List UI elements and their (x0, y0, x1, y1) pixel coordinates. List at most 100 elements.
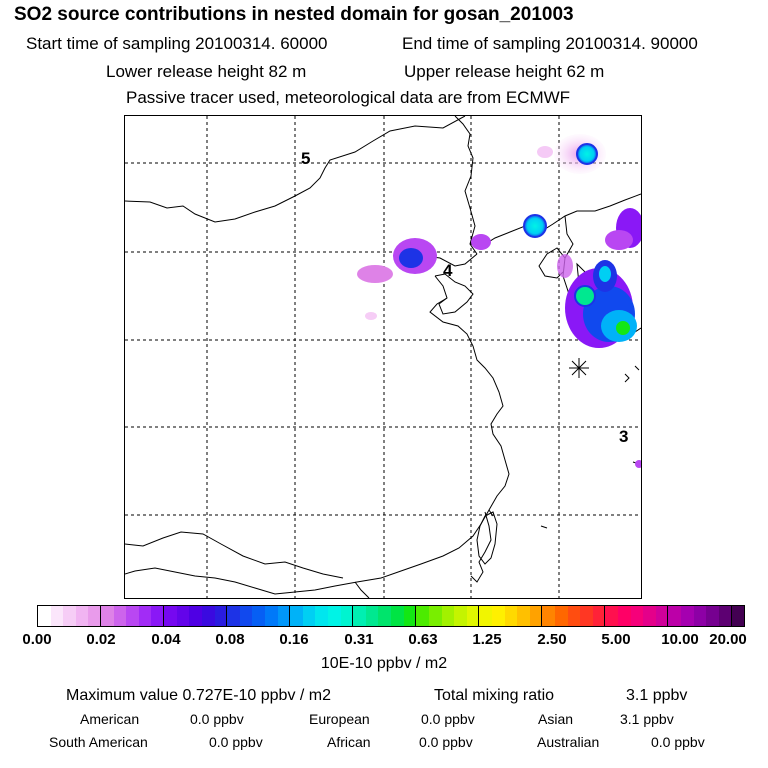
map-panel: 5 4 3 (124, 115, 644, 599)
colorbar-segment (227, 606, 240, 626)
colorbar-segment (353, 606, 366, 626)
african-value: 0.0 ppbv (419, 734, 473, 750)
colorbar-segment (580, 606, 593, 626)
colorbar-segment (731, 606, 745, 626)
colorbar-segment (529, 606, 543, 626)
small-islands (540, 365, 640, 529)
max-value-text: Maximum value 0.727E-10 ppbv / m2 (66, 687, 332, 704)
tick-label: 0.00 (22, 631, 52, 648)
tick-label: 0.16 (279, 631, 309, 648)
tick-label: 0.08 (215, 631, 245, 648)
colorbar-segment (655, 606, 669, 626)
tick-label: 5.00 (601, 631, 631, 648)
australian-value: 0.0 ppbv (651, 734, 705, 750)
colorbar-segment (315, 606, 329, 626)
colorbar-segment (479, 606, 492, 626)
colorbar-segment (441, 606, 455, 626)
asian-label: Asian (538, 711, 574, 727)
tracer-note: Passive tracer used, meteorological data… (126, 88, 571, 107)
colorbar-segment (428, 606, 442, 626)
colorbar-segment (542, 606, 555, 626)
coastlines (124, 115, 642, 599)
colorbar-segment (466, 606, 480, 626)
african-label: African (327, 734, 371, 750)
concentration-plumes (357, 134, 644, 468)
asian-value: 3.1 ppbv (620, 711, 674, 727)
page-title: SO2 source contributions in nested domai… (14, 4, 574, 25)
colorbar-segment (706, 606, 719, 626)
tick-label: 2.50 (537, 631, 567, 648)
colorbar-segment (63, 606, 76, 626)
colorbar (37, 605, 745, 627)
colorbar-segment (252, 606, 265, 626)
colorbar-segment (643, 606, 656, 626)
colorbar-segment (403, 606, 417, 626)
colorbar-segment (328, 606, 341, 626)
european-value: 0.0 ppbv (421, 711, 475, 727)
american-label: American (80, 711, 140, 727)
end-time-text: End time of sampling 20100314. 90000 (402, 34, 698, 53)
tick-label: 1.25 (472, 631, 502, 648)
colorbar-units: 10E-10 ppbv / m2 (320, 655, 448, 672)
colorbar-segment (113, 606, 127, 626)
colorbar-segment (618, 606, 631, 626)
colorbar-segment (567, 606, 581, 626)
colorbar-segment (151, 606, 165, 626)
grid-label-4: 4 (443, 261, 453, 280)
colorbar-segment (38, 606, 51, 626)
colorbar-segment (454, 606, 467, 626)
colorbar-segment (340, 606, 354, 626)
colorbar-segment (504, 606, 518, 626)
grid-label-5: 5 (301, 149, 310, 168)
colorbar-segment (302, 606, 316, 626)
map-svg: 5 4 3 (124, 115, 644, 599)
colorbar-segment (138, 606, 152, 626)
lower-height-text: Lower release height 82 m (106, 62, 307, 81)
colorbar-segment (605, 606, 619, 626)
colorbar-segment (176, 606, 190, 626)
colorbar-segment (126, 606, 139, 626)
tick-label: 0.04 (151, 631, 181, 648)
colorbar-segment (201, 606, 215, 626)
australian-label: Australian (537, 734, 600, 750)
american-value: 0.0 ppbv (190, 711, 244, 727)
grid-label-3: 3 (619, 427, 628, 446)
tick-label: 10.00 (661, 631, 699, 648)
colorbar-segment (630, 606, 644, 626)
total-mixing-label: Total mixing ratio (434, 687, 555, 704)
south-american-label: South American (49, 734, 148, 750)
lat-lon-grid (125, 116, 641, 598)
tick-label: 0.02 (86, 631, 116, 648)
receptor-marker (569, 358, 589, 378)
colorbar-segment (554, 606, 568, 626)
colorbar-segment (75, 606, 89, 626)
tick-label: 0.63 (408, 631, 438, 648)
colorbar-segment (668, 606, 682, 626)
european-label: European (309, 711, 370, 727)
colorbar-segment (277, 606, 291, 626)
colorbar-segment (491, 606, 505, 626)
colorbar-segment (365, 606, 379, 626)
colorbar-segment (214, 606, 228, 626)
colorbar-segment (391, 606, 404, 626)
colorbar-segment (164, 606, 177, 626)
colorbar-segment (378, 606, 392, 626)
colorbar-segment (416, 606, 429, 626)
colorbar-segment (189, 606, 202, 626)
tick-label: 20.00 (709, 631, 747, 648)
colorbar-segment (239, 606, 253, 626)
colorbar-segment (718, 606, 732, 626)
start-time-text: Start time of sampling 20100314. 60000 (26, 34, 328, 53)
colorbar-segment (693, 606, 707, 626)
colorbar-segment (681, 606, 694, 626)
south-american-value: 0.0 ppbv (209, 734, 263, 750)
colorbar-segment (50, 606, 64, 626)
total-mixing-value: 3.1 ppbv (626, 687, 688, 704)
tick-label: 0.31 (344, 631, 374, 648)
colorbar-segment (88, 606, 102, 626)
colorbar-segment (517, 606, 530, 626)
upper-height-text: Upper release height 62 m (404, 62, 605, 81)
colorbar-segment (290, 606, 303, 626)
colorbar-segment (264, 606, 278, 626)
colorbar-segment (101, 606, 114, 626)
